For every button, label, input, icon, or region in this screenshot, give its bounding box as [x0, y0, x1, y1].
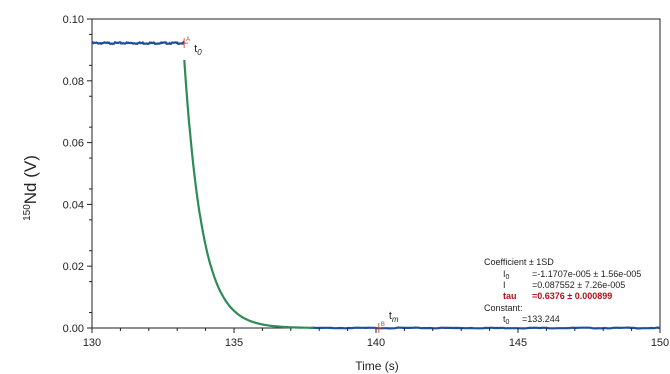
cursor-A-label: t0 [194, 43, 202, 57]
y-axis-title-main: Nd (V) [21, 155, 40, 204]
cursor-B-label: tm [389, 310, 399, 324]
y-tick-label-0.08: 0.08 [63, 76, 84, 88]
y-tick-label-0.06: 0.06 [63, 138, 84, 150]
y-tick-label-0.10: 0.10 [63, 14, 84, 26]
axes: 130 135 140 145 150 0.00 0.02 0.04 0.06 0.08 0.10 [63, 14, 670, 349]
fit-constant-name: t0 [503, 314, 510, 326]
x-tick-label-135: 135 [225, 337, 243, 349]
fit-header: Coefficient ± 1SD [484, 257, 554, 267]
series-layer [91, 40, 661, 330]
y-tick-label-0.00: 0.00 [63, 323, 84, 335]
x-axis-title: Time (s) [355, 359, 399, 373]
series-0-tail [310, 326, 661, 330]
y-tick-label-0.04: 0.04 [63, 199, 84, 211]
fit-row-value-1: =0.087552 ± 7.26e-005 [532, 280, 625, 290]
series-1-decay [183, 59, 314, 329]
x-tick-label-145: 145 [509, 337, 527, 349]
fit-row-value-2: =0.6376 ± 0.000899 [532, 291, 612, 301]
cursor-A-letter: A [186, 37, 190, 43]
y-tick-label-0.02: 0.02 [63, 261, 84, 273]
svg-text:150Nd (V): 150Nd (V) [21, 155, 40, 221]
series-0-plateau [91, 40, 185, 46]
fit-row-name-0: I0 [503, 269, 510, 281]
x-tick-label-130: 130 [83, 337, 101, 349]
y-axis-title-superscript: 150 [22, 204, 33, 221]
fit-row-name-2: tau [503, 291, 517, 301]
y-axis-title: 150Nd (V) [21, 155, 40, 221]
x-tick-label-150: 150 [651, 337, 669, 349]
fit-constant-header: Constant: [484, 303, 523, 313]
fit-row-value-0: =-1.1707e-005 ± 1.56e-005 [532, 269, 641, 279]
fit-results-box: Coefficient ± 1SD I0 =-1.1707e-005 ± 1.56… [484, 257, 641, 326]
fit-constant-value: =133.244 [522, 314, 560, 324]
cursor-B-letter: B [381, 322, 385, 328]
x-tick-label-140: 140 [367, 337, 385, 349]
cursor-layer: At0 Btm [180, 37, 399, 333]
fit-row-name-1: I [503, 280, 506, 290]
